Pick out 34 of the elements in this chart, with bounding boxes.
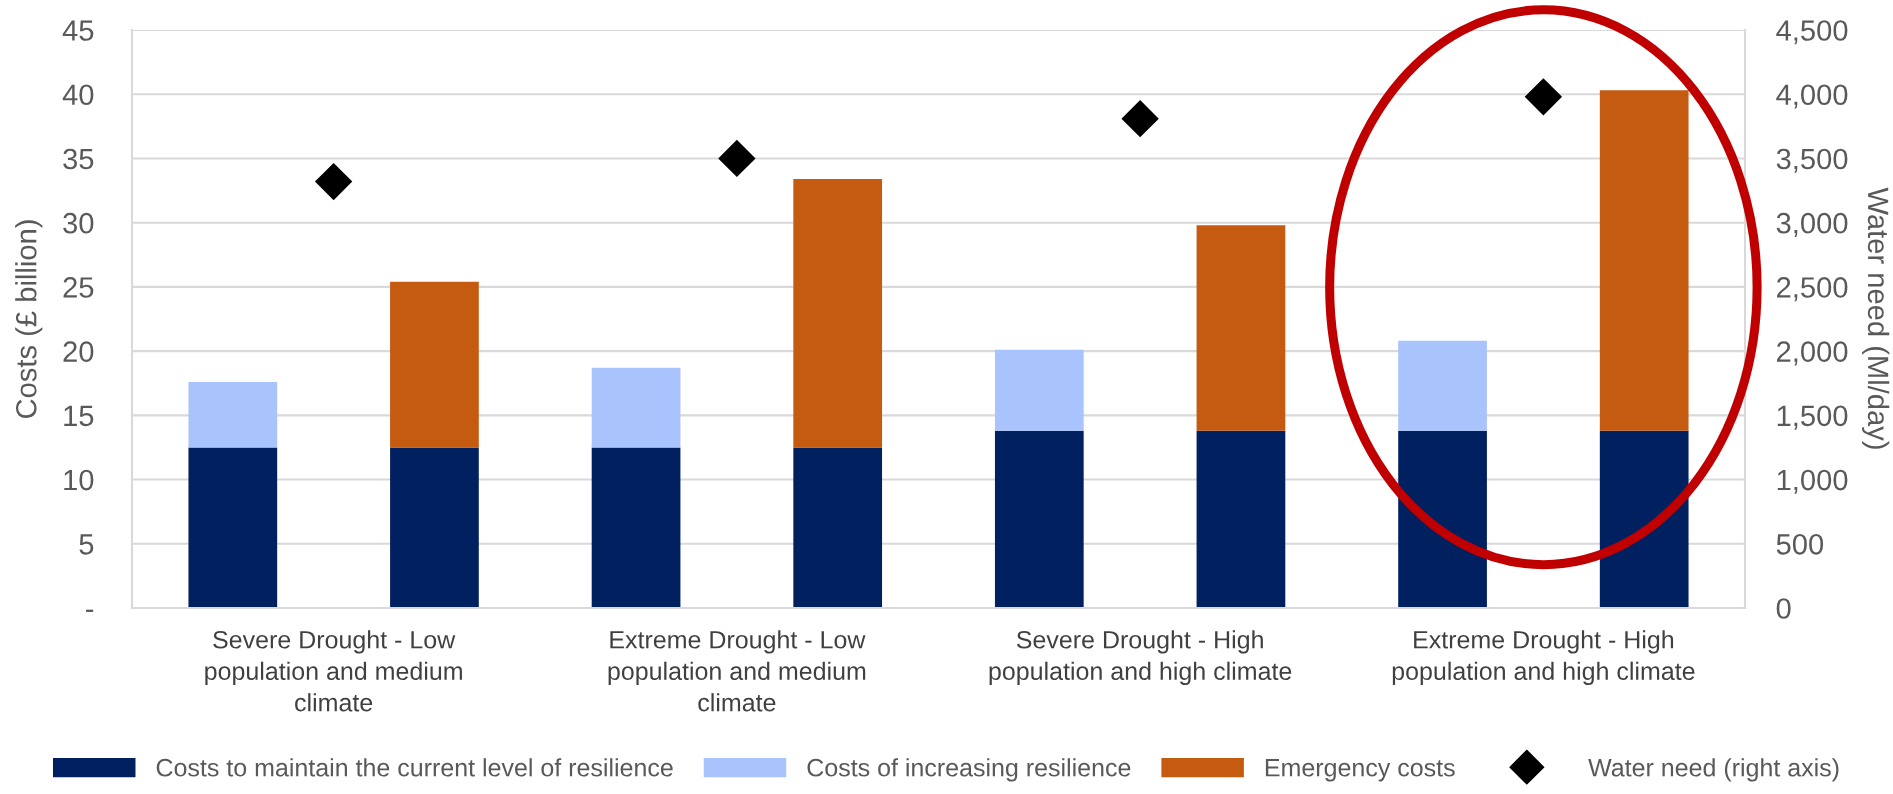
y-tick-label: 5 [79,534,94,555]
point [1525,78,1562,116]
legend-label: Emergency costs [1265,759,1455,782]
y-tick-label: 40 [62,84,94,106]
legend-label: Costs of increasing resilience [807,758,1131,782]
point [718,140,756,177]
y2-tick-label: 1,500 [1777,405,1848,430]
y-tick-label: 20 [63,341,94,362]
y2-tick-label: 500 [1776,533,1824,555]
y2-tick-label: 2,000 [1777,341,1848,366]
y-tick-label: 45 [62,20,94,41]
y2-axis-title: Water need (Ml/day) [1862,187,1890,449]
point [1121,100,1159,137]
y-tick-label: 25 [63,277,94,298]
point [315,163,352,200]
y2-tick-label: 1,000 [1777,469,1848,494]
y2-tick-label: 0 [1776,598,1791,619]
x-tick-label: Severe Drought - Low population and medium climate [205,630,462,712]
legend-label: Water need (right axis) [1588,758,1839,782]
y-tick-label: - [86,609,94,612]
y2-tick-label: 3,500 [1776,148,1848,173]
x-tick-label: Extreme Drought - Low population and medium climate [608,630,866,712]
x-tick-label: Severe Drought - High population and high climate [989,630,1292,685]
y-axis-title: Costs (£ billion) [15,220,43,419]
y-tick-label: 15 [64,405,94,427]
x-tick-label: Extreme Drought - High population and high climate [1392,630,1695,685]
y2-tick-label: 4,000 [1776,84,1848,109]
y2-tick-label: 3,000 [1776,212,1848,237]
y-tick-label: 35 [63,148,94,170]
y-tick-label: 30 [63,212,94,234]
y-tick-label: 10 [64,469,94,491]
y2-tick-label: 2,500 [1777,277,1848,302]
legend-label: Costs to maintain the current level of resilience [156,758,673,777]
y2-tick-label: 4,500 [1776,20,1848,45]
